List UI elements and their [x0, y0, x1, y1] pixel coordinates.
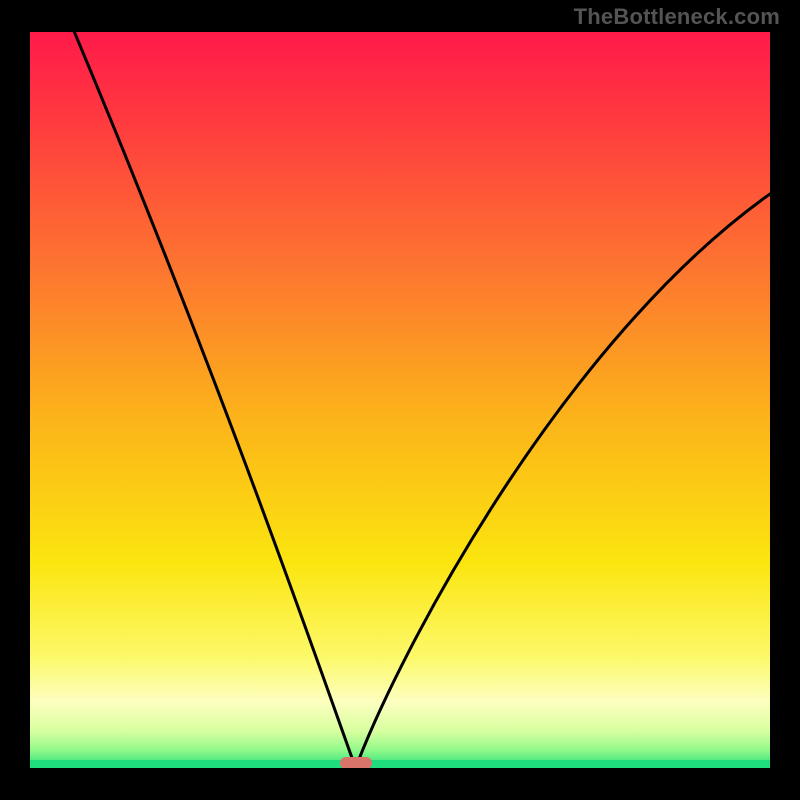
vertex-marker — [340, 757, 372, 768]
bottleneck-curve — [30, 32, 770, 768]
chart-area — [30, 32, 770, 768]
watermark-text: TheBottleneck.com — [574, 4, 780, 30]
